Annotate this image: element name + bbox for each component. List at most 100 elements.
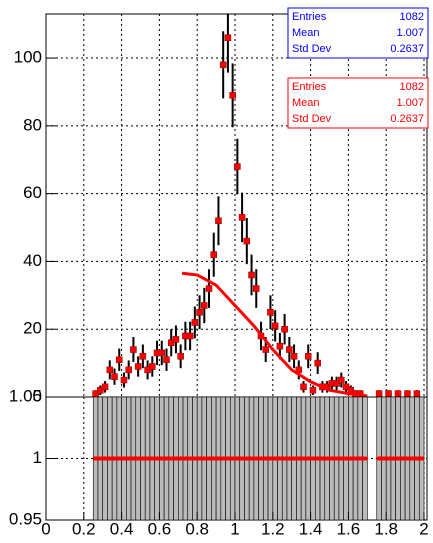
marker — [144, 366, 151, 374]
marker — [158, 349, 166, 357]
marker — [419, 456, 424, 461]
x-tick-label: 1.8 — [374, 519, 398, 538]
marker — [300, 383, 307, 391]
x-tick-label: 1 — [230, 519, 239, 538]
stats-value: 1.007 — [396, 97, 424, 109]
marker — [173, 456, 179, 461]
marker — [116, 456, 122, 461]
marker — [192, 456, 198, 461]
marker — [253, 285, 260, 292]
marker — [291, 456, 297, 461]
marker — [229, 92, 236, 99]
x-tick-label: 0.2 — [72, 519, 96, 538]
x-tick-label: 0.8 — [185, 519, 209, 538]
marker — [139, 353, 147, 360]
marker — [324, 456, 330, 461]
marker — [107, 456, 113, 461]
x-tick-label: 2 — [419, 519, 428, 538]
y-tick-label: 1.05 — [9, 386, 42, 405]
marker — [272, 456, 278, 461]
marker — [238, 214, 246, 221]
marker — [235, 456, 240, 461]
x-tick-label: 1.6 — [337, 519, 361, 538]
marker — [224, 34, 232, 41]
marker — [172, 336, 180, 343]
marker — [220, 456, 226, 461]
marker — [305, 456, 311, 461]
marker — [164, 456, 169, 461]
marker — [120, 376, 128, 384]
marker — [219, 61, 227, 69]
marker — [414, 456, 420, 461]
stats-label: Entries — [292, 81, 327, 93]
marker — [268, 456, 273, 461]
stats-label: Mean — [292, 27, 320, 39]
fit-line — [181, 271, 368, 398]
marker — [106, 366, 114, 374]
marker — [211, 456, 217, 461]
marker — [376, 456, 382, 461]
y-tick-label: 0.95 — [9, 509, 42, 528]
stats-label: Std Dev — [292, 43, 332, 55]
marker — [196, 309, 203, 316]
marker — [362, 456, 368, 461]
marker — [205, 285, 213, 292]
marker — [348, 456, 354, 461]
marker — [168, 456, 174, 461]
marker — [249, 456, 254, 461]
marker — [178, 456, 184, 461]
marker — [206, 456, 212, 461]
marker — [225, 456, 231, 461]
stats-value: 1082 — [400, 11, 424, 23]
marker — [115, 356, 123, 363]
marker — [262, 346, 269, 353]
marker — [97, 456, 103, 461]
y-tick-label: 60 — [23, 183, 42, 202]
marker — [253, 456, 259, 461]
marker — [131, 456, 136, 461]
marker — [102, 456, 108, 461]
marker — [163, 356, 170, 363]
marker — [338, 376, 345, 384]
marker — [276, 342, 284, 350]
marker — [135, 456, 141, 461]
stats-box — [287, 7, 429, 59]
marker — [304, 353, 312, 360]
marker — [390, 456, 396, 461]
marker — [409, 456, 415, 461]
stats-label: Std Dev — [292, 113, 332, 125]
marker — [405, 456, 410, 461]
stats-value: 0.2637 — [390, 113, 424, 125]
stats-label: Entries — [292, 11, 327, 23]
marker — [282, 456, 287, 461]
marker — [353, 456, 358, 461]
marker — [183, 456, 188, 461]
marker — [400, 456, 406, 461]
marker — [126, 456, 132, 461]
marker — [186, 332, 194, 340]
marker — [334, 456, 339, 461]
marker — [112, 456, 117, 461]
marker — [125, 366, 132, 374]
marker — [145, 456, 150, 461]
stats-value: 1082 — [400, 81, 424, 93]
marker — [177, 353, 184, 360]
marker — [201, 456, 207, 461]
marker — [167, 339, 175, 347]
x-tick-label: 0.4 — [110, 519, 134, 538]
marker — [320, 456, 325, 461]
y-tick-label: 40 — [23, 251, 42, 270]
marker — [404, 390, 411, 397]
marker — [281, 325, 288, 333]
marker — [342, 383, 350, 391]
x-tick-label: 0 — [41, 519, 50, 538]
marker — [197, 456, 202, 461]
marker — [93, 456, 98, 461]
y-tick-label: 20 — [23, 319, 42, 338]
marker — [101, 383, 109, 391]
marker — [267, 309, 274, 316]
stats-label: Mean — [292, 97, 320, 109]
marker — [375, 390, 383, 397]
marker — [159, 456, 165, 461]
